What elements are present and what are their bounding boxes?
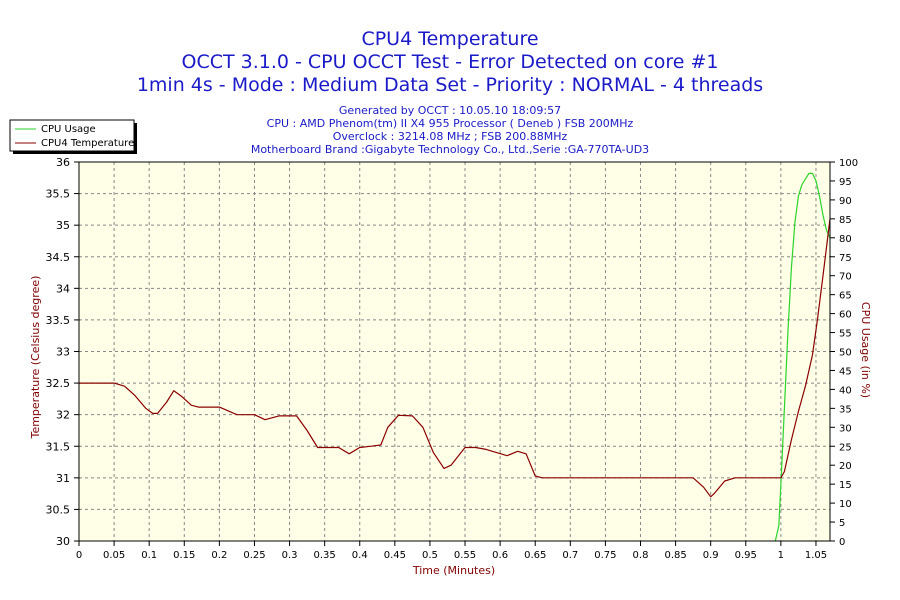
series-cpu-usage-line [774,172,831,542]
x-tick-label: 0 [76,550,82,561]
right-tick-label: 60 [839,310,852,321]
left-tick-label: 32.5 [46,377,71,390]
chart-title: CPU4 Temperature [361,28,538,50]
info-overclock: Overclock : 3214.08 MHz ; FSB 200.88MHz [333,130,568,143]
x-tick-label: 1.05 [805,550,827,561]
x-tick-label: 0.25 [243,550,265,561]
x-tick-label: 0.95 [735,550,757,561]
left-tick-label: 36 [56,156,70,169]
x-tick-label: 0.45 [384,550,406,561]
right-axis-ticks: 0 5 10 15 20 25 30 35 40 45 50 55 60 65 70 75 80 85 90 95 10… [830,158,858,548]
right-tick-label: 35 [839,404,852,415]
left-tick-label: 30 [56,535,70,548]
right-tick-label: 65 [839,291,852,302]
right-tick-label: 90 [839,196,852,207]
info-motherboard: Motherboard Brand :Gigabyte Technology C… [251,143,649,156]
x-tick-label: 0.85 [664,550,686,561]
x-tick-label: 0.4 [352,550,368,561]
right-tick-label: 5 [839,518,845,529]
right-tick-label: 20 [839,461,852,472]
chart-subtitle-test: OCCT 3.1.0 - CPU OCCT Test - Error Detec… [182,51,719,73]
x-tick-label: 0.75 [594,550,616,561]
series-lines [79,172,831,542]
right-tick-label: 75 [839,253,852,264]
left-tick-label: 32 [56,409,70,422]
legend-label-cpu-temp: CPU4 Temperature [41,138,134,149]
x-axis-ticks: 0 0.05 0.1 0.15 0.2 0.25 0.3 0.35 0.4 0.45 0.5 0.55… [76,541,827,561]
right-axis-title: CPU Usage (in %) [859,302,872,398]
right-tick-label: 15 [839,480,852,491]
right-tick-label: 55 [839,329,852,340]
left-tick-label: 31 [56,472,70,485]
x-tick-label: 0.55 [454,550,476,561]
legend: CPU Usage CPU4 Temperature [9,119,137,154]
series-cpu-temp-line [79,218,831,498]
right-tick-label: 40 [839,385,852,396]
right-tick-label: 95 [839,177,852,188]
legend-label-cpu-usage: CPU Usage [41,124,96,135]
x-tick-label: 0.65 [524,550,546,561]
x-tick-label: 0.3 [282,550,298,561]
left-tick-label: 35.5 [46,188,71,201]
x-tick-label: 0.1 [141,550,157,561]
left-tick-label: 34 [56,282,70,295]
x-tick-label: 0.2 [211,550,227,561]
left-tick-label: 35 [56,219,70,232]
right-tick-label: 80 [839,234,852,245]
legend-box [9,119,135,152]
x-tick-label: 0.6 [492,550,508,561]
grid-lines [79,162,830,541]
left-axis-ticks: 30 30.5 31 31.5 32 32.5 33 33.5 34 34.5 35 35.5 36 [46,156,79,548]
left-tick-label: 31.5 [46,440,71,453]
x-axis-title: Time (Minutes) [412,564,495,577]
left-tick-label: 30.5 [46,503,71,516]
info-generated: Generated by OCCT : 10.05.10 18:09:57 [339,104,561,117]
right-tick-label: 0 [839,537,845,548]
left-tick-label: 34.5 [46,251,71,264]
right-tick-label: 45 [839,366,852,377]
x-tick-label: 0.15 [173,550,195,561]
right-tick-label: 100 [839,158,858,169]
right-tick-label: 30 [839,423,852,434]
x-tick-label: 0.5 [422,550,438,561]
x-tick-label: 0.05 [103,550,125,561]
right-tick-label: 50 [839,348,852,359]
x-tick-label: 0.35 [314,550,336,561]
right-tick-label: 25 [839,442,852,453]
left-axis-title: Temperature (Celsius degree) [29,276,42,440]
x-tick-label: 1 [778,550,784,561]
right-tick-label: 85 [839,215,852,226]
info-cpu: CPU : AMD Phenom(tm) II X4 955 Processor… [267,117,634,130]
chart-subtitle-mode: 1min 4s - Mode : Medium Data Set - Prior… [137,74,763,96]
left-tick-label: 33.5 [46,314,71,327]
left-tick-label: 33 [56,346,70,359]
x-tick-label: 0.7 [562,550,578,561]
right-tick-label: 70 [839,272,852,283]
x-tick-label: 0.9 [703,550,719,561]
right-tick-label: 10 [839,499,852,510]
x-tick-label: 0.8 [633,550,649,561]
